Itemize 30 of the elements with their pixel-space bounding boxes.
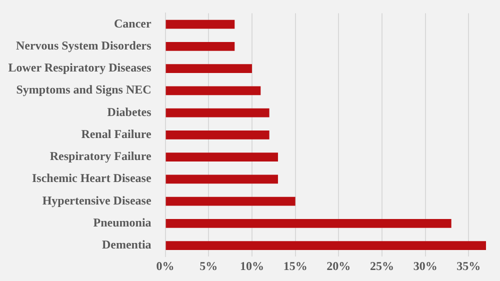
y-tick-label: Hypertensive Disease: [42, 193, 152, 208]
y-tick-label: Renal Failure: [81, 126, 152, 141]
bar: [166, 86, 261, 96]
bar: [166, 42, 235, 51]
x-tick-label: 15%: [283, 258, 308, 273]
y-tick-label: Pneumonia: [93, 216, 152, 230]
bar: [166, 152, 278, 162]
x-tick-label: 25%: [370, 258, 394, 273]
y-tick-label: Dementia: [102, 238, 152, 252]
y-tick-label: Cancer: [114, 16, 152, 30]
bar: [166, 130, 270, 140]
y-tick-label: Ischemic Heart Disease: [32, 171, 152, 186]
bar: [166, 241, 486, 250]
x-tick-label: 20%: [326, 258, 351, 273]
y-tick-label: Diabetes: [107, 104, 152, 119]
y-tick-label: Nervous System Disorders: [16, 38, 152, 52]
y-tick-label: Respiratory Failure: [50, 149, 152, 164]
x-tick-label: 5%: [200, 258, 218, 273]
bar: [166, 174, 278, 184]
y-tick-label: Lower Respiratory Diseases: [8, 60, 152, 75]
bar: [166, 196, 296, 206]
x-tick-label: 0%: [156, 258, 174, 273]
x-tick-label: 30%: [413, 258, 438, 273]
y-tick-label: Symptoms and Signs NEC: [16, 82, 152, 97]
bar: [166, 20, 235, 29]
bar: [166, 64, 252, 73]
bar: [166, 218, 452, 228]
x-tick-label: 35%: [456, 258, 481, 273]
bar: [166, 108, 270, 118]
x-tick-label: 10%: [240, 258, 264, 273]
